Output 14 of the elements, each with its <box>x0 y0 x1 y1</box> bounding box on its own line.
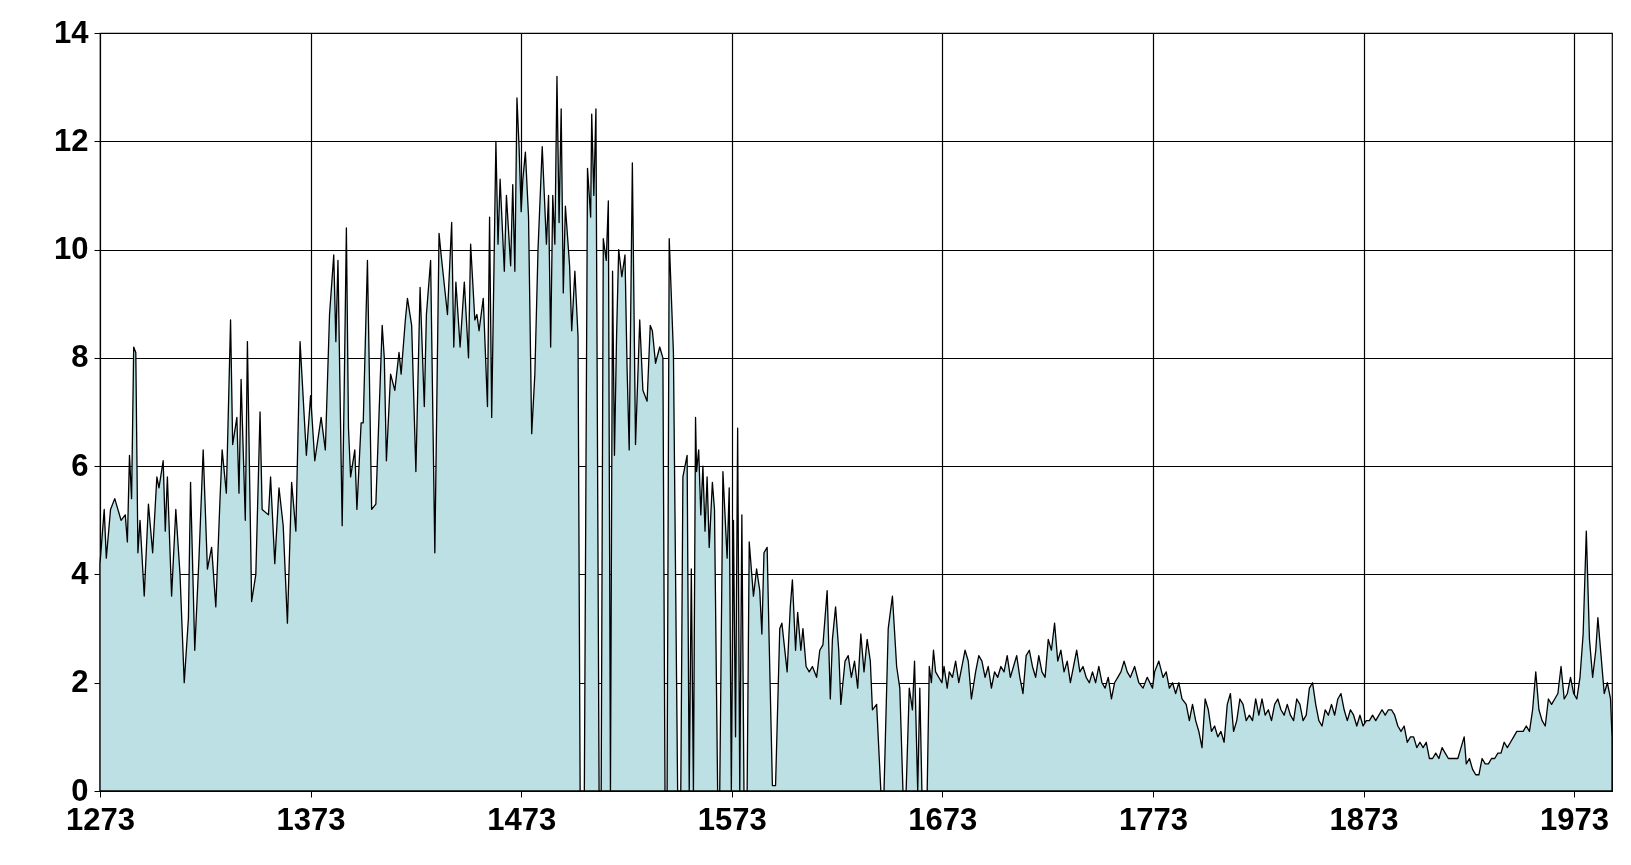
x-tick-label: 1373 <box>276 801 346 837</box>
x-tick-label: 1773 <box>1118 801 1188 837</box>
y-tick-label: 2 <box>71 664 89 700</box>
y-tick-label: 12 <box>54 122 89 158</box>
x-tick-label: 1973 <box>1540 801 1610 837</box>
y-tick-label: 10 <box>54 231 89 267</box>
x-tick-label: 1873 <box>1329 801 1399 837</box>
x-tick-label: 1673 <box>908 801 978 837</box>
x-tick-label: 1573 <box>697 801 767 837</box>
y-tick-label: 6 <box>71 447 89 483</box>
y-tick-label: 14 <box>54 14 90 50</box>
y-tick-label: 4 <box>71 555 90 591</box>
x-tick-label: 1473 <box>487 801 557 837</box>
y-tick-label: 8 <box>71 339 89 375</box>
